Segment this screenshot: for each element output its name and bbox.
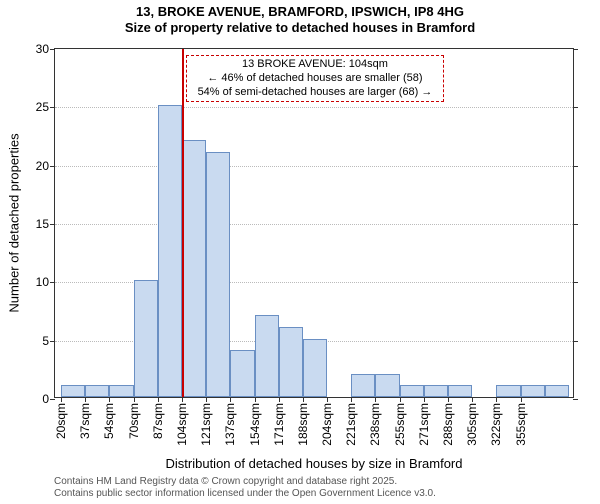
histogram-bar bbox=[158, 105, 182, 397]
xtick-label: 238sqm bbox=[368, 403, 382, 446]
ytick-label: 25 bbox=[36, 100, 55, 114]
xtick-mark bbox=[448, 397, 449, 402]
xtick-label: 104sqm bbox=[175, 403, 189, 446]
histogram-bar bbox=[545, 385, 569, 397]
histogram-bar bbox=[255, 315, 279, 397]
histogram-bar bbox=[206, 152, 230, 397]
xtick-label: 20sqm bbox=[54, 403, 68, 439]
histogram-bar bbox=[400, 385, 424, 397]
xtick-label: 271sqm bbox=[417, 403, 431, 446]
xtick-mark bbox=[496, 397, 497, 402]
xtick-mark bbox=[279, 397, 280, 402]
histogram-bar bbox=[230, 350, 254, 397]
y-axis-label: Number of detached properties bbox=[7, 133, 22, 312]
xtick-label: 54sqm bbox=[102, 403, 116, 439]
gridline-h bbox=[55, 107, 573, 108]
xtick-mark bbox=[206, 397, 207, 402]
xtick-label: 37sqm bbox=[78, 403, 92, 439]
histogram-bar bbox=[375, 374, 399, 397]
histogram-bar bbox=[521, 385, 545, 397]
xtick-mark bbox=[327, 397, 328, 402]
annotation-line: 54% of semi-detached houses are larger (… bbox=[191, 86, 439, 100]
xtick-mark bbox=[230, 397, 231, 402]
xtick-mark bbox=[61, 397, 62, 402]
xtick-label: 355sqm bbox=[514, 403, 528, 446]
ytick-mark bbox=[573, 282, 578, 283]
ytick-mark bbox=[573, 49, 578, 50]
xtick-label: 305sqm bbox=[465, 403, 479, 446]
xtick-mark bbox=[472, 397, 473, 402]
xtick-label: 154sqm bbox=[248, 403, 262, 446]
chart-title-line2: Size of property relative to detached ho… bbox=[0, 20, 600, 35]
plot-area: 05101520253020sqm37sqm54sqm70sqm87sqm104… bbox=[54, 48, 574, 398]
histogram-bar bbox=[496, 385, 520, 397]
xtick-label: 322sqm bbox=[489, 403, 503, 446]
ytick-mark bbox=[573, 107, 578, 108]
xtick-mark bbox=[109, 397, 110, 402]
reference-line bbox=[182, 49, 184, 397]
histogram-bar bbox=[448, 385, 472, 397]
xtick-label: 171sqm bbox=[272, 403, 286, 446]
histogram-bar bbox=[134, 280, 158, 397]
ytick-mark bbox=[573, 224, 578, 225]
ytick-label: 10 bbox=[36, 275, 55, 289]
xtick-label: 137sqm bbox=[223, 403, 237, 446]
histogram-bar bbox=[303, 339, 327, 397]
ytick-mark bbox=[573, 341, 578, 342]
xtick-label: 121sqm bbox=[199, 403, 213, 446]
xtick-label: 288sqm bbox=[441, 403, 455, 446]
chart-title-line1: 13, BROKE AVENUE, BRAMFORD, IPSWICH, IP8… bbox=[0, 4, 600, 19]
histogram-bar bbox=[351, 374, 375, 397]
xtick-mark bbox=[400, 397, 401, 402]
xtick-label: 87sqm bbox=[151, 403, 165, 439]
xtick-label: 255sqm bbox=[393, 403, 407, 446]
xtick-mark bbox=[424, 397, 425, 402]
footer-line2: Contains public sector information licen… bbox=[54, 488, 436, 499]
xtick-mark bbox=[182, 397, 183, 402]
ytick-label: 5 bbox=[42, 334, 55, 348]
xtick-mark bbox=[85, 397, 86, 402]
xtick-label: 204sqm bbox=[320, 403, 334, 446]
ytick-mark bbox=[573, 399, 578, 400]
footer-line1: Contains HM Land Registry data © Crown c… bbox=[54, 476, 397, 487]
gridline-h bbox=[55, 224, 573, 225]
xtick-mark bbox=[255, 397, 256, 402]
histogram-bar bbox=[279, 327, 303, 397]
xtick-label: 221sqm bbox=[344, 403, 358, 446]
histogram-bar bbox=[424, 385, 448, 397]
histogram-bar bbox=[182, 140, 206, 397]
gridline-h bbox=[55, 166, 573, 167]
xtick-mark bbox=[158, 397, 159, 402]
ytick-mark bbox=[573, 166, 578, 167]
ytick-label: 20 bbox=[36, 159, 55, 173]
histogram-bar bbox=[109, 385, 133, 397]
xtick-mark bbox=[303, 397, 304, 402]
xtick-label: 70sqm bbox=[127, 403, 141, 439]
annotation-line: ← 46% of detached houses are smaller (58… bbox=[191, 72, 439, 86]
x-axis-label: Distribution of detached houses by size … bbox=[166, 456, 463, 471]
xtick-label: 188sqm bbox=[296, 403, 310, 446]
histogram-bar bbox=[85, 385, 109, 397]
histogram-bar bbox=[61, 385, 85, 397]
ytick-label: 15 bbox=[36, 217, 55, 231]
annotation-box: 13 BROKE AVENUE: 104sqm← 46% of detached… bbox=[186, 55, 444, 102]
annotation-line: 13 BROKE AVENUE: 104sqm bbox=[191, 58, 439, 72]
xtick-mark bbox=[521, 397, 522, 402]
xtick-mark bbox=[375, 397, 376, 402]
ytick-label: 30 bbox=[36, 42, 55, 56]
xtick-mark bbox=[351, 397, 352, 402]
xtick-mark bbox=[134, 397, 135, 402]
